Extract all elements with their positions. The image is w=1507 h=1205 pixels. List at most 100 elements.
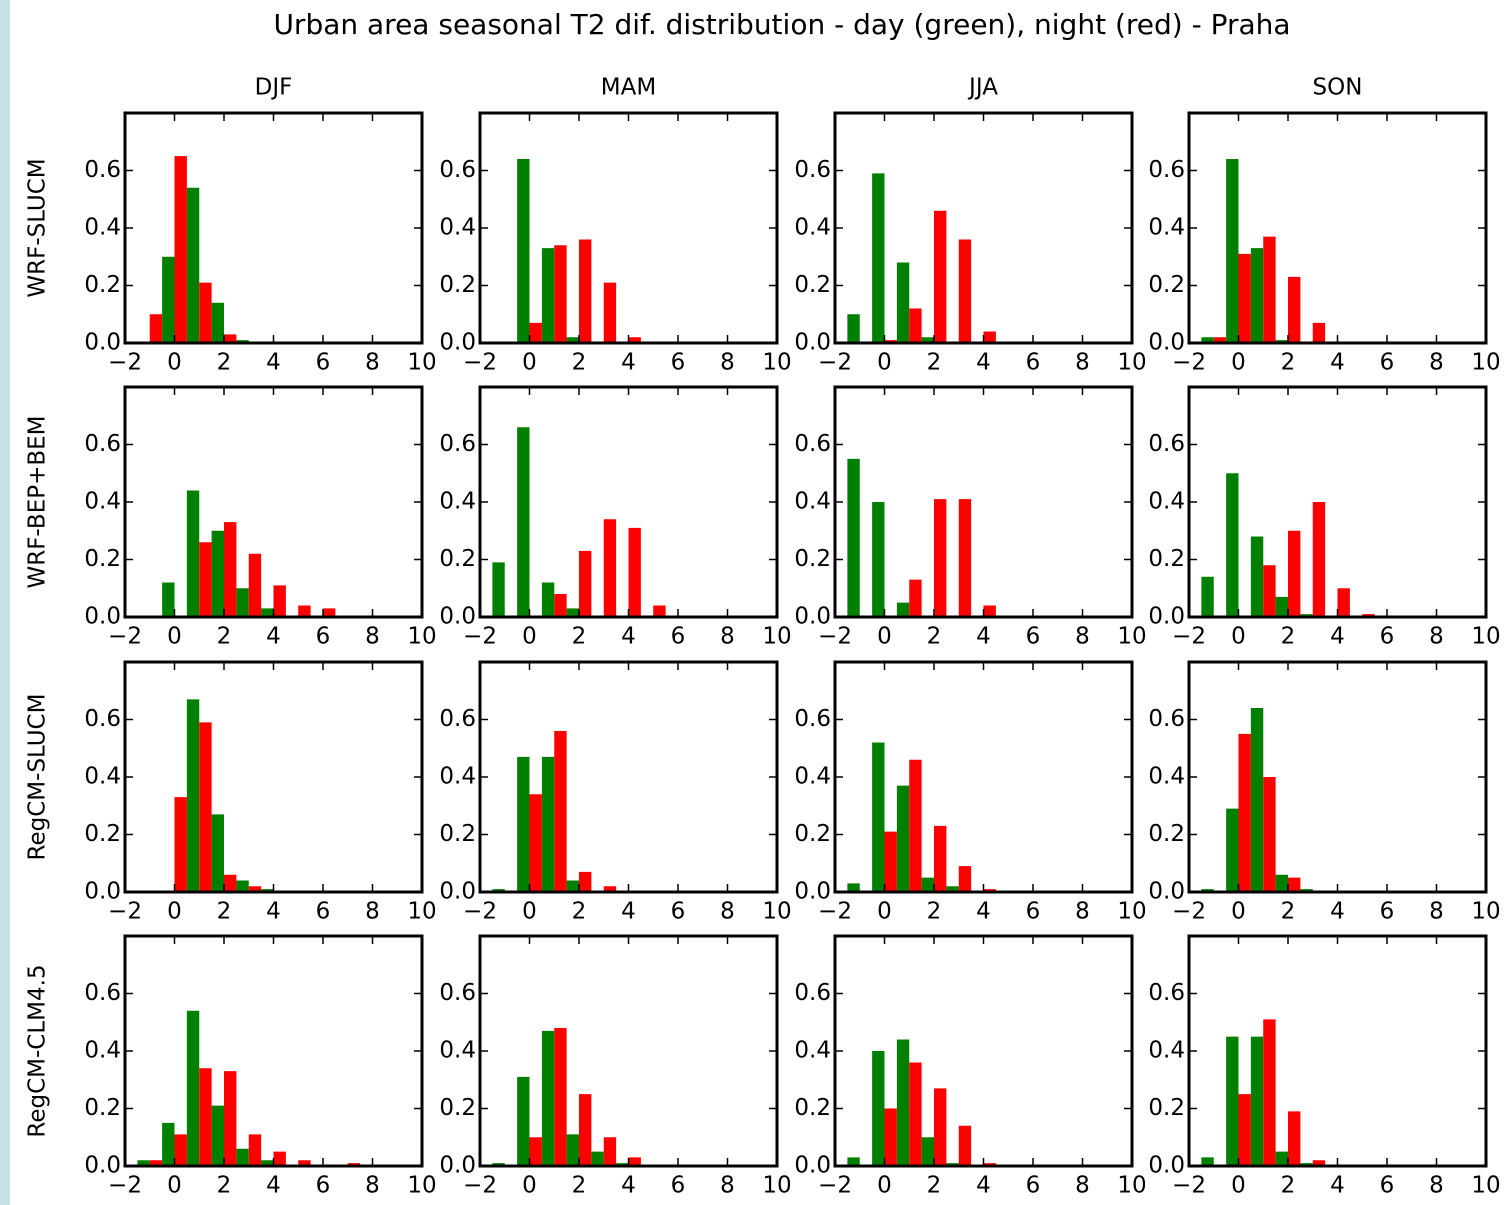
bar: [199, 1068, 212, 1166]
x-tick-label: 10: [1471, 1173, 1500, 1199]
x-tick-label: 10: [407, 624, 436, 650]
bar: [934, 825, 947, 892]
bar: [934, 210, 947, 343]
bar: [517, 427, 530, 617]
bar: [958, 499, 972, 617]
bar: [847, 458, 860, 617]
bar: [174, 156, 187, 343]
bar: [1201, 576, 1214, 617]
x-tick-label: 0: [1231, 350, 1246, 376]
x-tick-label: 2: [217, 624, 232, 650]
bar: [909, 308, 922, 343]
bar: [628, 527, 641, 617]
y-tick-label: 0.4: [794, 489, 831, 515]
bar: [896, 1039, 910, 1166]
y-tick-label: 0.6: [439, 980, 476, 1006]
x-tick-label: −2: [818, 899, 852, 925]
y-tick-label: 0.4: [794, 764, 831, 790]
y-tick-label: 0.2: [1148, 546, 1185, 572]
bar: [1250, 536, 1264, 617]
bar: [1250, 1036, 1264, 1166]
x-tick-label: 2: [217, 1173, 232, 1199]
x-tick-label: −2: [108, 1173, 142, 1199]
x-tick-label: 8: [1429, 899, 1444, 925]
bar: [579, 550, 592, 617]
y-tick-label: 0.2: [794, 546, 831, 572]
x-tick-label: 2: [217, 899, 232, 925]
bar: [909, 579, 922, 617]
bar: [872, 173, 885, 343]
x-tick-label: −2: [463, 1173, 497, 1199]
y-tick-label: 0.6: [84, 157, 121, 183]
bar: [1238, 733, 1251, 892]
x-tick-label: 8: [720, 350, 735, 376]
bar: [541, 1030, 555, 1166]
bar: [884, 1108, 897, 1166]
bar: [1263, 1019, 1276, 1166]
x-tick-label: 4: [976, 1173, 991, 1199]
y-tick-label: 0.2: [84, 272, 121, 298]
side-strip: [0, 0, 10, 1205]
x-tick-label: 0: [522, 624, 537, 650]
x-tick-label: 0: [167, 624, 182, 650]
bar: [541, 582, 555, 617]
y-tick-label: 0.2: [1148, 1095, 1185, 1121]
bar: [958, 1125, 972, 1166]
x-tick-label: 0: [877, 624, 892, 650]
bar: [199, 282, 212, 343]
bar: [847, 883, 860, 892]
x-tick-label: 2: [572, 1173, 587, 1199]
bar: [1250, 708, 1264, 892]
bar: [847, 1157, 860, 1166]
x-tick-label: 6: [316, 624, 331, 650]
bar: [186, 1010, 200, 1166]
bar: [174, 1134, 187, 1166]
x-tick-label: 6: [1026, 1173, 1041, 1199]
y-tick-label: 0.0: [84, 1153, 121, 1179]
row-label: WRF-SLUCM: [25, 158, 51, 297]
x-tick-label: 10: [1471, 899, 1500, 925]
bar: [909, 1062, 922, 1166]
bar: [529, 322, 542, 343]
bar: [921, 1137, 934, 1166]
y-tick-label: 0.6: [439, 431, 476, 457]
bar: [211, 814, 224, 892]
bar: [224, 334, 237, 343]
bar: [298, 1160, 311, 1166]
bar: [273, 585, 286, 617]
bar: [1238, 253, 1251, 343]
x-tick-label: 2: [217, 350, 232, 376]
bar: [934, 499, 947, 617]
x-tick-label: 0: [877, 350, 892, 376]
bar: [323, 608, 336, 617]
y-tick-label: 0.0: [794, 879, 831, 905]
x-tick-label: 8: [1075, 899, 1090, 925]
x-tick-label: −2: [818, 350, 852, 376]
x-tick-label: 10: [1117, 899, 1146, 925]
x-tick-label: 6: [1026, 624, 1041, 650]
x-tick-label: 6: [1380, 1173, 1395, 1199]
bar: [1201, 337, 1214, 343]
x-tick-label: 10: [1117, 1173, 1146, 1199]
bar: [186, 699, 200, 892]
x-tick-label: 4: [976, 899, 991, 925]
bar: [566, 1134, 579, 1166]
bar: [261, 1160, 274, 1166]
x-tick-label: 10: [1471, 624, 1500, 650]
x-tick-label: 4: [976, 350, 991, 376]
bar: [1312, 1160, 1326, 1166]
y-tick-label: 0.6: [84, 706, 121, 732]
bar: [529, 1137, 542, 1166]
bar: [579, 239, 592, 343]
x-tick-label: 0: [1231, 1173, 1246, 1199]
y-tick-label: 0.4: [439, 215, 476, 241]
bar: [248, 886, 262, 892]
x-tick-label: 0: [877, 1173, 892, 1199]
row-label: RegCM-SLUCM: [25, 694, 51, 861]
y-tick-label: 0.4: [794, 215, 831, 241]
y-tick-label: 0.2: [84, 1095, 121, 1121]
bar: [1288, 877, 1301, 892]
bar: [211, 1105, 224, 1166]
x-tick-label: 8: [365, 624, 380, 650]
y-tick-label: 0.6: [794, 706, 831, 732]
